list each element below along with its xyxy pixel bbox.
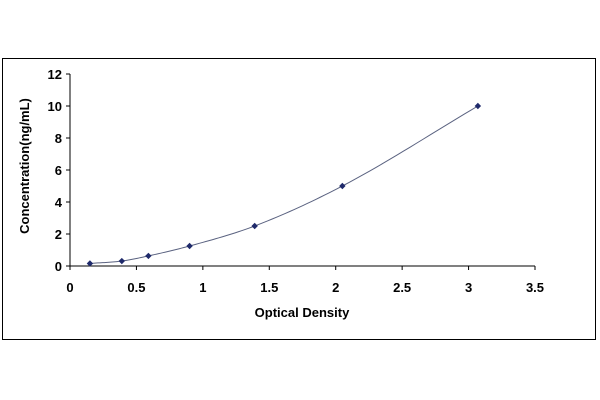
x-tick-label: 3.5 [526, 280, 544, 295]
data-point [186, 242, 193, 250]
x-axis-title: Optical Density [255, 305, 350, 320]
x-axis-ticks: 0 0.5 1 1.5 2 2.5 3 3.5 [66, 266, 544, 295]
chart-axes [69, 74, 535, 267]
x-tick-label: 1.5 [260, 280, 278, 295]
x-tick-label: 2.5 [393, 280, 411, 295]
y-tick-label: 4 [55, 195, 63, 210]
data-points [86, 102, 482, 267]
y-tick-label: 8 [55, 131, 62, 146]
y-tick-label: 2 [55, 227, 62, 242]
y-axis-title: Concentration(ng/mL) [17, 98, 32, 234]
data-point [251, 222, 258, 230]
data-point [474, 102, 482, 110]
x-tick-label: 2 [332, 280, 339, 295]
data-point [339, 182, 346, 190]
chart-frame [2, 58, 596, 340]
y-tick-label: 12 [48, 67, 62, 82]
x-tick-label: 0 [66, 280, 73, 295]
y-tick-label: 0 [55, 259, 62, 274]
data-point [118, 257, 126, 265]
y-axis-ticks: 0 2 4 6 8 10 12 [48, 67, 70, 274]
fit-curve [89, 105, 479, 264]
y-tick-label: 6 [55, 163, 62, 178]
fit-curve-line [89, 105, 479, 264]
x-tick-label: 1 [199, 280, 206, 295]
y-tick-label: 10 [48, 99, 62, 114]
x-tick-label: 3 [465, 280, 472, 295]
data-point [145, 252, 152, 260]
x-tick-label: 0.5 [127, 280, 145, 295]
data-point [86, 260, 94, 267]
